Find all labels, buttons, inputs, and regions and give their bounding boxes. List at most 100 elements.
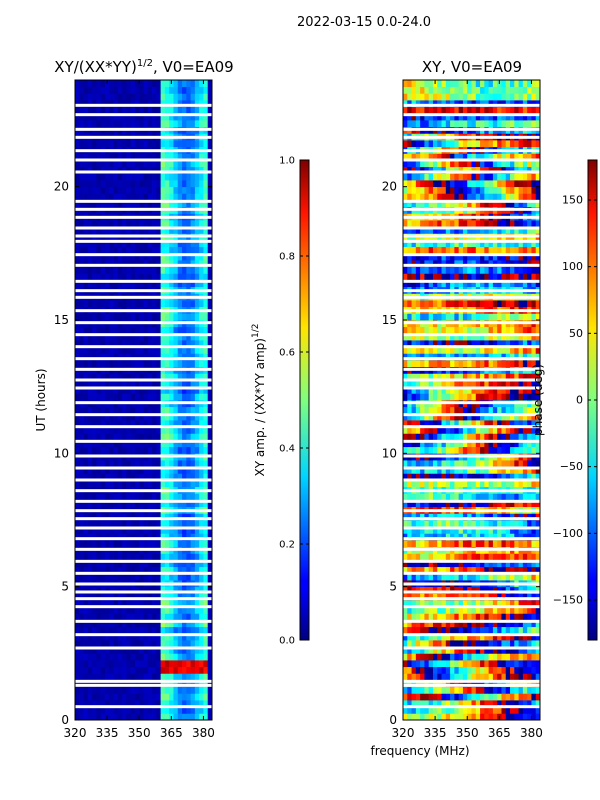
phase-cell — [480, 446, 485, 454]
phase-cell — [518, 420, 524, 428]
amp-cell — [207, 613, 213, 621]
amp-cell — [143, 493, 149, 501]
amp-cell — [190, 246, 196, 254]
phase-cell — [492, 680, 498, 688]
amp-cell — [96, 346, 102, 354]
amp-cell — [134, 106, 140, 114]
phase-cell — [488, 480, 494, 488]
amp-cell — [182, 260, 187, 268]
amp-cell — [117, 166, 123, 174]
phase-cell — [467, 693, 472, 701]
phase-cell — [514, 566, 519, 574]
amp-cell — [96, 500, 102, 508]
amp-cell — [207, 300, 213, 308]
amp-cell — [169, 440, 174, 448]
amp-cell — [134, 593, 140, 601]
amp-cell — [164, 140, 170, 148]
amp-cell — [143, 660, 149, 668]
amp-cell — [134, 313, 140, 321]
amp-cell — [203, 140, 209, 148]
amp-cell — [96, 473, 102, 481]
amp-cell — [122, 586, 127, 594]
phase-cell — [454, 573, 460, 581]
phase-cell — [450, 386, 455, 394]
amp-cell — [203, 426, 209, 434]
phase-cell — [450, 406, 455, 414]
phase-cell — [432, 606, 438, 614]
amp-cell — [139, 513, 144, 521]
amp-cell — [147, 180, 153, 188]
amp-cell — [139, 713, 144, 721]
amp-cell — [194, 160, 200, 168]
phase-cell — [403, 700, 408, 708]
amp-cell — [87, 520, 93, 528]
amp-cell — [177, 220, 183, 228]
amp-cell — [207, 420, 213, 428]
amp-cell — [207, 553, 213, 561]
phase-cell — [428, 566, 434, 574]
amp-cell — [190, 313, 196, 321]
amp-cell — [96, 660, 102, 668]
amp-cell — [79, 573, 84, 581]
amp-cell — [87, 333, 93, 341]
phase-cell — [458, 533, 464, 541]
amp-cell — [169, 240, 174, 248]
amp-cell — [190, 626, 196, 634]
amp-cell — [87, 713, 93, 721]
phase-cell — [441, 340, 447, 348]
phase-cell — [522, 646, 528, 654]
phase-cell — [505, 613, 511, 621]
phase-cell — [492, 500, 498, 508]
amp-cell — [75, 660, 80, 668]
phase-cell — [415, 666, 421, 674]
phase-cell — [488, 466, 494, 474]
amp-cell — [87, 373, 93, 381]
amp-cell — [190, 600, 196, 608]
phase-cell — [510, 620, 515, 628]
phase-cell — [441, 413, 447, 421]
amp-cell — [83, 106, 89, 114]
amp-cell — [126, 540, 132, 548]
amp-cell — [75, 566, 80, 574]
phase-cell — [514, 346, 519, 354]
amp-cell — [126, 526, 132, 534]
amp-cell — [203, 666, 209, 674]
phase-cell — [424, 680, 430, 688]
amp-cell — [104, 200, 110, 208]
amp-cell — [199, 466, 204, 474]
amp-cell — [92, 240, 97, 248]
amp-cell — [100, 440, 106, 448]
amp-cell — [169, 493, 174, 501]
amp-cell — [190, 673, 196, 681]
amp-cell — [160, 353, 166, 361]
phase-cell — [514, 533, 519, 541]
phase-cell — [527, 433, 532, 441]
amp-cell — [164, 640, 170, 648]
amp-cell — [199, 313, 204, 321]
amp-cell — [156, 160, 162, 168]
amp-cell — [92, 460, 97, 468]
amp-cell — [134, 413, 140, 421]
phase-cell — [518, 513, 524, 521]
phase-cell — [424, 640, 430, 648]
amp-cell — [182, 426, 187, 434]
amp-cell — [109, 160, 114, 168]
amp-cell — [194, 626, 200, 634]
flagged-row — [75, 705, 212, 709]
phase-cell — [428, 646, 434, 654]
phase-cell — [407, 433, 412, 441]
amp-cell — [113, 460, 119, 468]
amp-cell — [79, 180, 84, 188]
amp-cell — [190, 480, 196, 488]
phase-cell — [518, 393, 524, 401]
amp-cell — [139, 106, 144, 114]
phase-cell — [471, 533, 477, 541]
phase-cell — [454, 493, 460, 501]
amp-cell — [130, 493, 136, 501]
phase-cell — [415, 340, 421, 348]
amp-cell — [143, 566, 149, 574]
amp-cell — [147, 700, 153, 708]
amp-cell — [169, 520, 174, 528]
amp-cell — [177, 646, 183, 654]
amp-cell — [126, 593, 132, 601]
